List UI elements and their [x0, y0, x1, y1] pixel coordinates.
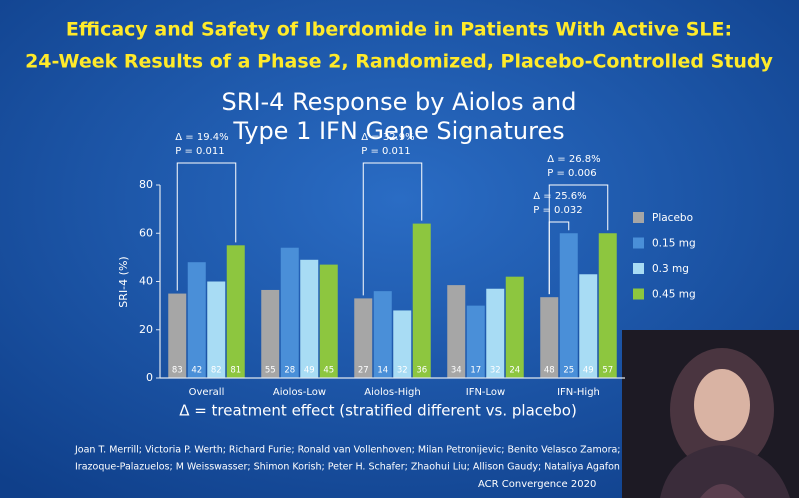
bar [540, 297, 559, 378]
sample-size: 32 [397, 366, 408, 376]
authors: Joan T. Merrill; Victoria P. Werth; Rich… [74, 445, 642, 456]
x-tick-label: Overall [189, 387, 225, 398]
x-tick-label: Aiolos-High [364, 387, 420, 398]
bar [447, 285, 466, 378]
chart-title: SRI-4 Response by Aiolos and [222, 88, 577, 116]
sample-size: 34 [451, 366, 462, 376]
sample-size: 49 [304, 366, 315, 376]
bar [412, 223, 431, 378]
y-tick-label: 20 [139, 323, 153, 336]
legend-swatch [633, 212, 644, 223]
annotation-delta: Δ = 32.9% [361, 132, 414, 143]
sample-size: 36 [416, 366, 427, 376]
sample-size: 55 [265, 366, 276, 376]
y-tick-label: 60 [139, 226, 153, 239]
annotation-p: P = 0.011 [175, 146, 224, 157]
y-tick-label: 80 [139, 178, 153, 191]
x-tick-label: IFN-Low [466, 387, 505, 398]
annotation-delta: Δ = 26.8% [547, 154, 600, 165]
sample-size: 25 [563, 366, 574, 376]
sample-size: 82 [211, 366, 222, 376]
bar [579, 274, 598, 378]
bar [207, 281, 226, 378]
sample-size: 48 [544, 366, 555, 376]
legend-label: 0.3 mg [652, 263, 689, 275]
y-tick-label: 0 [146, 371, 153, 384]
annotation-p: P = 0.032 [533, 205, 582, 216]
sample-size: 81 [230, 366, 241, 376]
legend-swatch [633, 237, 644, 249]
sample-size: 42 [191, 366, 202, 376]
sample-size: 57 [602, 366, 613, 376]
bar [280, 247, 299, 378]
header-title: 24-Week Results of a Phase 2, Randomized… [25, 51, 773, 73]
bar [505, 276, 524, 378]
sample-size: 32 [490, 366, 501, 376]
conference: ACR Convergence 2020 [478, 479, 596, 490]
y-tick-label: 40 [139, 275, 153, 288]
bracket [362, 162, 423, 296]
bracket [548, 184, 609, 295]
bar [168, 293, 187, 378]
legend-swatch [633, 288, 644, 300]
x-tick-label: Aiolos-Low [273, 387, 326, 398]
authors: Irazoque-Palazuelos; M Weisswasser; Shim… [75, 462, 620, 473]
annotation-p: P = 0.006 [547, 168, 596, 179]
y-axis-label: SRI-4 (%) [117, 256, 130, 307]
sample-size: 28 [284, 366, 295, 376]
bar [319, 264, 338, 378]
sample-size: 49 [583, 366, 594, 376]
bar [598, 233, 617, 378]
x-note: Δ = treatment effect (stratified differe… [179, 402, 577, 420]
x-tick-label: IFN-High [557, 387, 600, 398]
sample-size: 24 [509, 366, 520, 376]
chart-title: Type 1 IFN Gene Signatures [232, 117, 564, 145]
legend-swatch [633, 263, 644, 274]
annotation-delta: Δ = 19.4% [175, 132, 228, 143]
bar [300, 259, 319, 378]
bracket [176, 162, 237, 291]
annotation-delta: Δ = 25.6% [533, 191, 586, 202]
sample-size: 83 [172, 366, 183, 376]
legend-label: 0.15 mg [652, 238, 696, 250]
bar [466, 305, 485, 378]
bar [559, 233, 578, 378]
bar [187, 262, 206, 378]
sample-size: 17 [470, 366, 481, 376]
sample-size: 14 [377, 366, 388, 376]
sample-size: 27 [358, 366, 369, 376]
bar [486, 288, 505, 378]
bar [261, 289, 280, 378]
sample-size: 45 [323, 366, 334, 376]
bar [226, 245, 245, 378]
header-title: Efficacy and Safety of Iberdomide in Pat… [66, 19, 732, 41]
bar [373, 291, 392, 378]
webcam [622, 330, 799, 498]
bar [354, 298, 373, 378]
annotation-p: P = 0.011 [361, 146, 410, 157]
legend-label: Placebo [652, 212, 693, 224]
legend-label: 0.45 mg [652, 289, 696, 301]
bar [393, 310, 412, 378]
